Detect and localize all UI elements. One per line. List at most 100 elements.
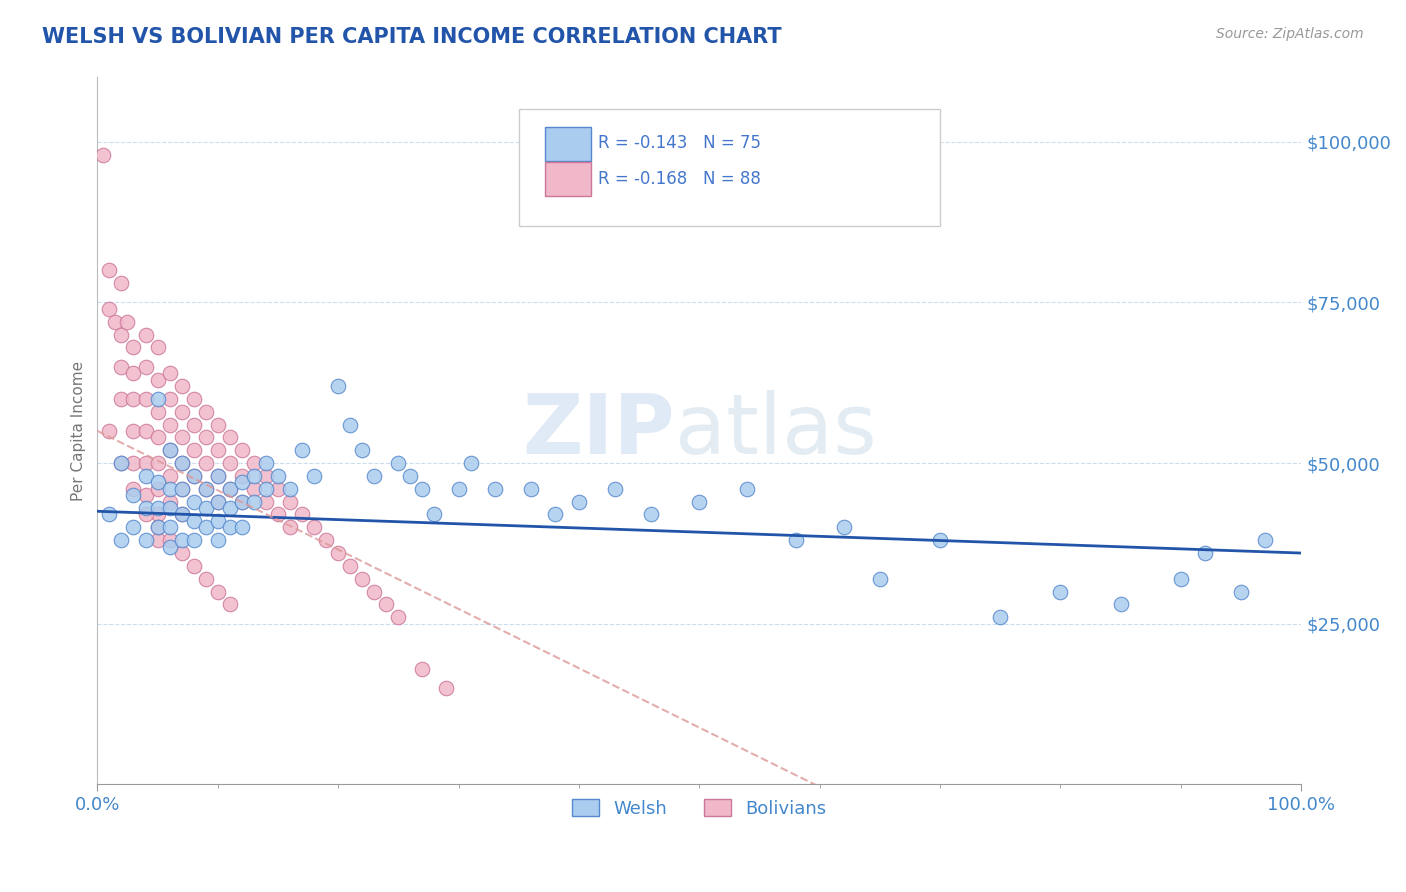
Point [146, 404, 169, 418]
FancyBboxPatch shape [519, 109, 941, 226]
Point [218, 430, 240, 444]
Point [170, 533, 193, 548]
Point [146, 482, 169, 496]
Point [170, 456, 193, 470]
Point [291, 443, 314, 458]
Point [832, 520, 855, 534]
Point [170, 508, 193, 522]
Point [302, 469, 325, 483]
Point [267, 482, 290, 496]
Point [218, 482, 240, 496]
Point [194, 520, 217, 534]
Point [194, 482, 217, 496]
Point [183, 469, 205, 483]
Point [194, 501, 217, 516]
Point [159, 366, 181, 380]
Y-axis label: Per Capita Income: Per Capita Income [72, 361, 86, 501]
Point [122, 366, 145, 380]
Point [352, 572, 374, 586]
Point [170, 508, 193, 522]
Point [363, 469, 385, 483]
Point [387, 456, 409, 470]
Point [122, 392, 145, 406]
Point [146, 520, 169, 534]
Point [254, 482, 277, 496]
Point [170, 482, 193, 496]
Point [146, 372, 169, 386]
Point [170, 379, 193, 393]
Point [869, 572, 891, 586]
Point [423, 508, 446, 522]
Point [159, 520, 181, 534]
Point [218, 501, 240, 516]
Point [326, 546, 349, 560]
Point [218, 456, 240, 470]
Point [436, 681, 458, 695]
Point [243, 482, 266, 496]
Point [315, 533, 337, 548]
Point [291, 508, 314, 522]
Point [302, 520, 325, 534]
Point [207, 533, 229, 548]
Point [387, 610, 409, 624]
Point [110, 456, 132, 470]
Point [159, 443, 181, 458]
Point [339, 558, 361, 573]
Point [207, 469, 229, 483]
Point [1170, 572, 1192, 586]
Point [98, 424, 121, 438]
Point [447, 482, 470, 496]
Point [183, 533, 205, 548]
Point [183, 417, 205, 432]
Point [110, 276, 132, 290]
Point [218, 482, 240, 496]
Point [243, 494, 266, 508]
Text: R = -0.143   N = 75: R = -0.143 N = 75 [598, 134, 761, 153]
Point [278, 494, 301, 508]
Point [146, 392, 169, 406]
Point [146, 475, 169, 490]
Point [146, 533, 169, 548]
Point [194, 456, 217, 470]
Point [122, 456, 145, 470]
Point [231, 443, 253, 458]
Point [122, 488, 145, 502]
Point [146, 508, 169, 522]
Text: R = -0.168   N = 88: R = -0.168 N = 88 [598, 169, 761, 187]
Point [231, 469, 253, 483]
Point [134, 533, 156, 548]
Point [159, 482, 181, 496]
Point [134, 469, 156, 483]
Point [146, 430, 169, 444]
Point [104, 315, 127, 329]
Point [117, 315, 139, 329]
Point [134, 488, 156, 502]
Point [159, 494, 181, 508]
Point [134, 424, 156, 438]
Point [134, 327, 156, 342]
Point [929, 533, 952, 548]
Point [122, 424, 145, 438]
Point [146, 501, 169, 516]
Point [339, 417, 361, 432]
Point [231, 494, 253, 508]
Point [183, 514, 205, 528]
Point [375, 598, 398, 612]
Point [183, 558, 205, 573]
Text: Source: ZipAtlas.com: Source: ZipAtlas.com [1216, 27, 1364, 41]
Point [231, 475, 253, 490]
Point [207, 417, 229, 432]
Point [110, 456, 132, 470]
Point [243, 469, 266, 483]
Point [194, 572, 217, 586]
Point [1254, 533, 1277, 548]
Point [603, 482, 626, 496]
Point [98, 263, 121, 277]
Point [170, 546, 193, 560]
Point [93, 147, 115, 161]
Point [267, 469, 290, 483]
Point [1049, 584, 1071, 599]
Point [363, 584, 385, 599]
Point [146, 340, 169, 354]
Point [110, 533, 132, 548]
